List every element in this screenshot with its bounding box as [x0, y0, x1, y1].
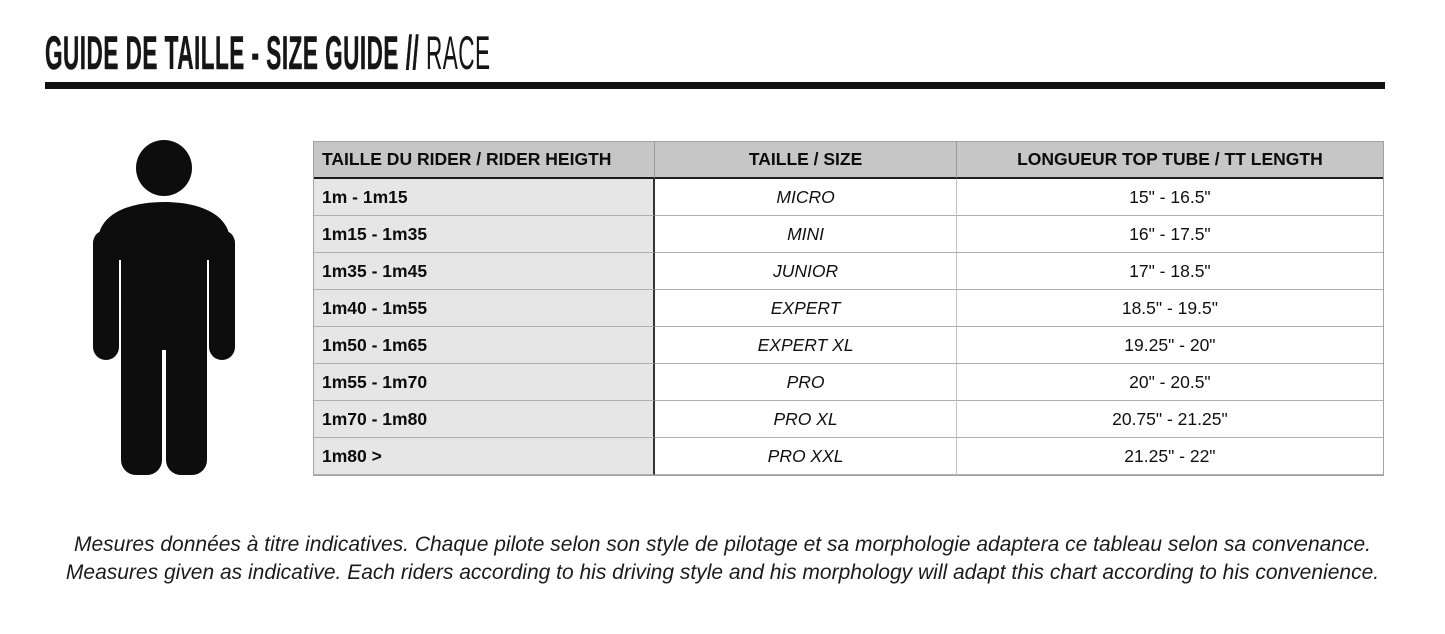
tt-length-cell: 20.75" - 21.25": [956, 401, 1383, 438]
tt-length-cell: 20" - 20.5": [956, 364, 1383, 401]
disclaimer-line-fr: Mesures données à titre indicatives. Cha…: [74, 533, 1371, 556]
rider-height-cell: 1m70 - 1m80: [314, 401, 656, 438]
size-cell: PRO XL: [655, 401, 957, 438]
page-title-main: GUIDE DE TAILLE - SIZE GUIDE //: [45, 26, 420, 80]
rider-height-cell: 1m - 1m15: [314, 179, 656, 216]
size-cell: PRO: [655, 364, 957, 401]
size-cell: PRO XXL: [655, 438, 957, 475]
header-tt-length: LONGUEUR TOP TUBE / TT LENGTH: [956, 142, 1383, 179]
person-silhouette-icon: [93, 140, 235, 475]
tt-length-cell: 18.5" - 19.5": [956, 290, 1383, 327]
tt-length-cell: 16" - 17.5": [956, 216, 1383, 253]
size-cell: JUNIOR: [655, 253, 957, 290]
rider-height-cell: 1m40 - 1m55: [314, 290, 656, 327]
tt-length-cell: 15" - 16.5": [956, 179, 1383, 216]
rider-height-cell: 1m80 >: [314, 438, 656, 475]
rider-height-cell: 1m35 - 1m45: [314, 253, 656, 290]
tt-length-cell: 19.25" - 20": [956, 327, 1383, 364]
size-cell: EXPERT XL: [655, 327, 957, 364]
header-rider-height: TAILLE DU RIDER / RIDER HEIGTH: [314, 142, 656, 179]
disclaimer: Mesures données à titre indicatives. Cha…: [0, 531, 1445, 587]
tt-length-cell: 17" - 18.5": [956, 253, 1383, 290]
tt-length-cell: 21.25" - 22": [956, 438, 1383, 475]
page-title: GUIDE DE TAILLE - SIZE GUIDE // RACE: [45, 26, 973, 80]
size-guide-table: TAILLE DU RIDER / RIDER HEIGTH TAILLE / …: [313, 141, 1384, 476]
header-size: TAILLE / SIZE: [655, 142, 957, 179]
rider-height-cell: 1m15 - 1m35: [314, 216, 656, 253]
rider-height-cell: 1m55 - 1m70: [314, 364, 656, 401]
page-title-suffix: RACE: [425, 26, 491, 79]
rider-height-cell: 1m50 - 1m65: [314, 327, 656, 364]
title-underline-rule: [45, 82, 1385, 89]
size-cell: MINI: [655, 216, 957, 253]
disclaimer-line-en: Measures given as indicative. Each rider…: [65, 561, 1380, 584]
size-cell: MICRO: [655, 179, 957, 216]
size-cell: EXPERT: [655, 290, 957, 327]
